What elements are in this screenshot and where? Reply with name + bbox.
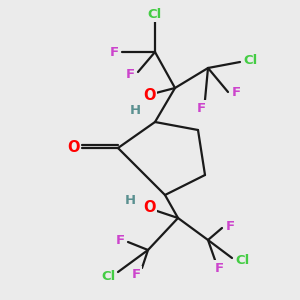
Text: F: F [231, 85, 241, 98]
Text: Cl: Cl [243, 53, 257, 67]
Text: F: F [225, 220, 235, 232]
Text: O: O [144, 200, 156, 215]
Text: F: F [196, 101, 206, 115]
Text: O: O [68, 140, 80, 155]
Text: H: H [129, 103, 141, 116]
Text: F: F [214, 262, 224, 275]
Text: Cl: Cl [235, 254, 249, 266]
Text: Cl: Cl [101, 269, 115, 283]
Text: Cl: Cl [148, 8, 162, 20]
Text: H: H [124, 194, 136, 206]
Text: F: F [110, 46, 118, 59]
Text: O: O [144, 88, 156, 103]
Text: F: F [131, 268, 141, 281]
Text: F: F [125, 68, 135, 80]
Text: F: F [116, 233, 124, 247]
